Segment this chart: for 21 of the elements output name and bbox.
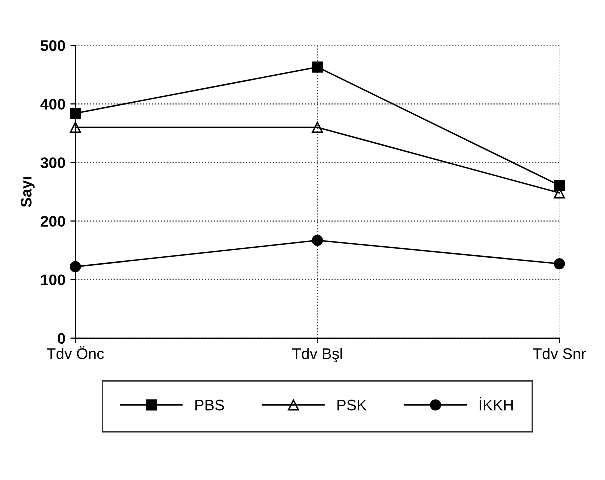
x-tick-label: Tdv Önc [47,346,104,360]
y-tick-label: 400 [40,99,66,110]
point [312,235,324,246]
x-tick-label: Tdv Bşl [292,348,342,362]
y-axis-title: Sayı [21,177,35,208]
point [312,62,324,73]
point [70,122,82,134]
y-tick-label: 200 [40,216,66,227]
x-tick-label: Tdv Snr [533,348,586,360]
y-tick-label: 500 [40,40,66,52]
y-tick-label: 100 [41,274,66,286]
legend-label: İKKH [480,397,513,411]
point [554,258,566,270]
point [554,180,566,192]
legend-label: PSK [338,400,367,411]
point [312,122,324,134]
point [70,261,82,273]
y-tick-label: 0 [58,333,66,344]
point [70,108,82,120]
legend-label: PBS [196,400,224,411]
y-tick-label: 300 [40,158,66,168]
